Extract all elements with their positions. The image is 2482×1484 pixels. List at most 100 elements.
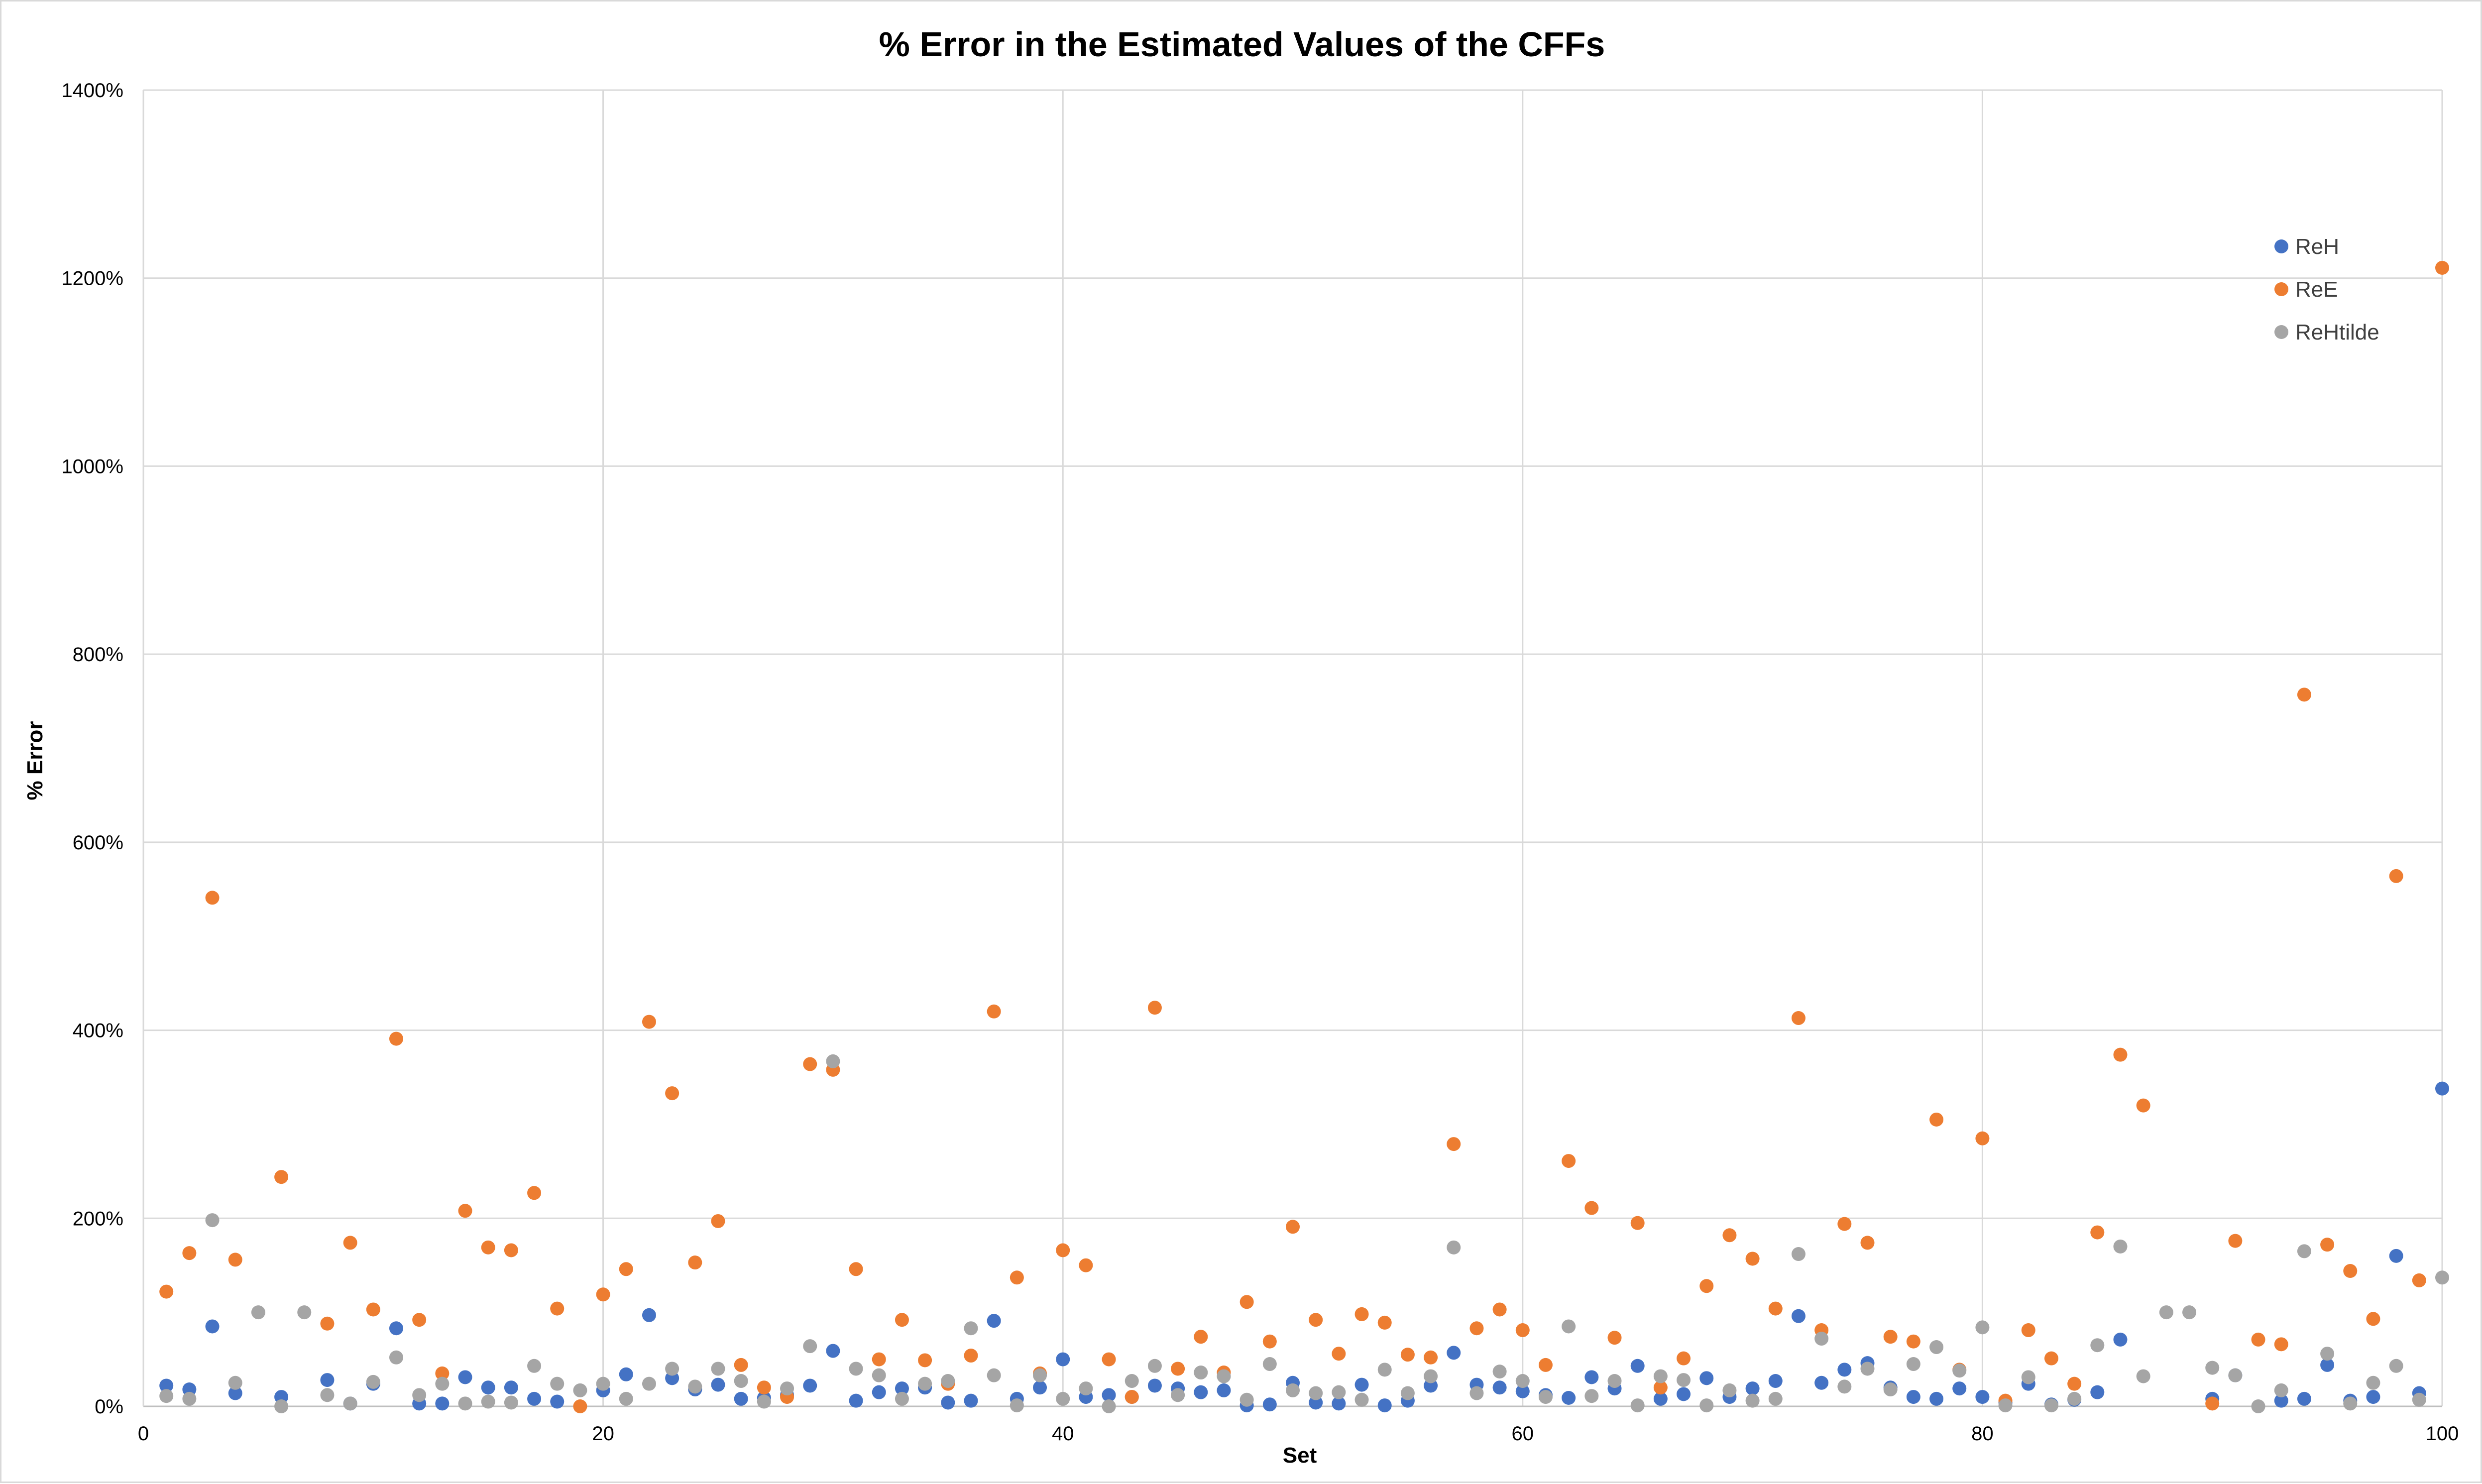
- data-point-ree: [1286, 1220, 1300, 1234]
- data-point-reh: [1975, 1390, 1990, 1404]
- data-point-rehtilde: [343, 1396, 357, 1411]
- data-point-rehtilde: [642, 1376, 656, 1391]
- data-point-reh: [1584, 1370, 1599, 1384]
- data-point-ree: [2021, 1323, 2035, 1338]
- data-point-ree: [205, 891, 220, 905]
- data-point-rehtilde: [1309, 1386, 1323, 1400]
- data-point-reh: [1929, 1391, 1944, 1406]
- data-point-rehtilde: [1906, 1357, 1920, 1371]
- data-point-rehtilde: [1630, 1398, 1645, 1413]
- data-point-reh: [2320, 1358, 2335, 1372]
- data-point-ree: [1883, 1330, 1898, 1344]
- data-point-reh: [458, 1370, 472, 1384]
- data-point-ree: [1607, 1331, 1622, 1345]
- data-point-rehtilde: [1424, 1369, 1438, 1383]
- data-point-reh: [2389, 1249, 2403, 1263]
- data-point-ree: [1515, 1323, 1530, 1338]
- data-point-ree: [2389, 869, 2403, 883]
- data-point-rehtilde: [2182, 1305, 2197, 1320]
- data-point-reh: [2113, 1332, 2128, 1347]
- data-point-rehtilde: [780, 1381, 794, 1396]
- data-point-reh: [1653, 1391, 1668, 1406]
- data-point-rehtilde: [2228, 1368, 2243, 1382]
- legend-marker-reh: [2274, 239, 2288, 253]
- data-point-rehtilde: [458, 1396, 472, 1411]
- data-point-rehtilde: [1837, 1379, 1852, 1394]
- data-point-reh: [205, 1319, 220, 1334]
- y-tick-label: 0%: [95, 1396, 123, 1418]
- data-point-ree: [573, 1399, 587, 1413]
- data-point-ree: [2044, 1351, 2058, 1366]
- y-tick-label: 1200%: [61, 268, 123, 290]
- data-point-reh: [2297, 1391, 2311, 1406]
- data-point-reh: [1102, 1388, 1116, 1402]
- data-point-reh: [1492, 1380, 1507, 1395]
- data-point-reh: [159, 1378, 174, 1393]
- data-point-ree: [1194, 1330, 1208, 1344]
- data-point-reh: [435, 1396, 450, 1411]
- legend-label-rehtilde: ReHtilde: [2295, 320, 2379, 344]
- data-point-ree: [2274, 1337, 2288, 1352]
- data-point-rehtilde: [1240, 1392, 1254, 1407]
- data-point-rehtilde: [366, 1374, 380, 1389]
- data-point-ree: [182, 1246, 197, 1260]
- data-point-ree: [1699, 1279, 1714, 1293]
- legend-marker-rehtilde: [2274, 325, 2288, 339]
- data-point-rehtilde: [1975, 1320, 1990, 1335]
- data-point-rehtilde: [2412, 1392, 2426, 1407]
- data-point-rehtilde: [2136, 1369, 2150, 1383]
- data-point-rehtilde: [918, 1376, 932, 1391]
- data-point-rehtilde: [1515, 1374, 1530, 1388]
- data-point-ree: [642, 1015, 656, 1029]
- data-point-rehtilde: [1653, 1369, 1668, 1383]
- data-point-ree: [596, 1287, 610, 1302]
- data-point-ree: [872, 1352, 886, 1367]
- data-point-rehtilde: [1400, 1386, 1415, 1400]
- data-point-reh: [1377, 1398, 1392, 1413]
- data-point-reh: [504, 1380, 518, 1395]
- data-point-rehtilde: [2067, 1391, 2082, 1406]
- data-point-rehtilde: [1056, 1391, 1070, 1406]
- data-point-rehtilde: [1125, 1374, 1139, 1388]
- data-point-reh: [1217, 1383, 1231, 1397]
- data-point-rehtilde: [389, 1350, 403, 1365]
- data-point-rehtilde: [527, 1359, 542, 1373]
- data-point-ree: [228, 1253, 242, 1267]
- data-point-ree: [1929, 1112, 1944, 1127]
- data-point-ree: [1079, 1258, 1093, 1272]
- data-point-reh: [550, 1394, 564, 1409]
- data-point-reh: [320, 1373, 335, 1387]
- data-point-rehtilde: [1079, 1381, 1093, 1396]
- data-point-ree: [1377, 1315, 1392, 1330]
- data-point-ree: [1125, 1390, 1139, 1404]
- data-point-rehtilde: [1952, 1364, 1967, 1378]
- x-tick-label: 60: [1512, 1423, 1534, 1445]
- data-point-rehtilde: [803, 1339, 817, 1354]
- data-point-rehtilde: [228, 1375, 242, 1390]
- data-point-reh: [1814, 1375, 1829, 1390]
- data-point-ree: [1309, 1313, 1323, 1327]
- data-point-reh: [1837, 1363, 1852, 1377]
- data-point-ree: [2366, 1312, 2380, 1326]
- data-point-reh: [2435, 1081, 2449, 1096]
- data-point-ree: [366, 1302, 380, 1317]
- data-point-rehtilde: [1171, 1388, 1185, 1402]
- data-point-reh: [619, 1367, 633, 1381]
- data-point-rehtilde: [1998, 1398, 2013, 1413]
- data-point-ree: [1424, 1350, 1438, 1365]
- data-point-reh: [1677, 1387, 1691, 1401]
- data-point-rehtilde: [2435, 1270, 2449, 1285]
- data-point-rehtilde: [1194, 1366, 1208, 1380]
- data-point-ree: [1262, 1334, 1277, 1349]
- data-point-ree: [918, 1353, 932, 1368]
- data-point-ree: [1240, 1295, 1254, 1309]
- data-point-reh: [389, 1321, 403, 1336]
- y-tick-label: 200%: [73, 1208, 123, 1230]
- data-point-rehtilde: [182, 1391, 197, 1406]
- data-point-ree: [711, 1214, 725, 1228]
- data-point-reh: [1262, 1397, 1277, 1412]
- data-point-rehtilde: [1377, 1363, 1392, 1377]
- data-point-rehtilde: [1607, 1374, 1622, 1388]
- data-point-ree: [987, 1004, 1001, 1019]
- data-point-rehtilde: [159, 1389, 174, 1403]
